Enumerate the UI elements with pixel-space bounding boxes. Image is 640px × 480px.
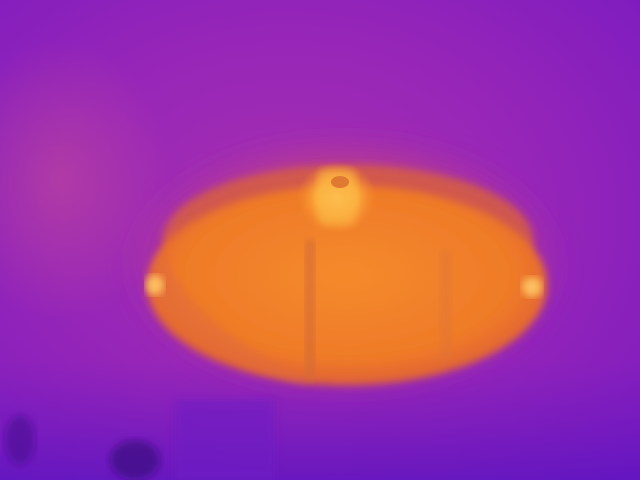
mount-hole <box>331 176 349 188</box>
vertical-strut <box>440 250 452 360</box>
vertical-strut <box>305 240 315 380</box>
clip <box>146 275 164 295</box>
dark-object <box>5 415 35 465</box>
box-shadow <box>175 400 275 480</box>
dark-object <box>110 440 160 480</box>
clip <box>522 277 542 297</box>
disc-edge-shadow <box>150 250 310 385</box>
